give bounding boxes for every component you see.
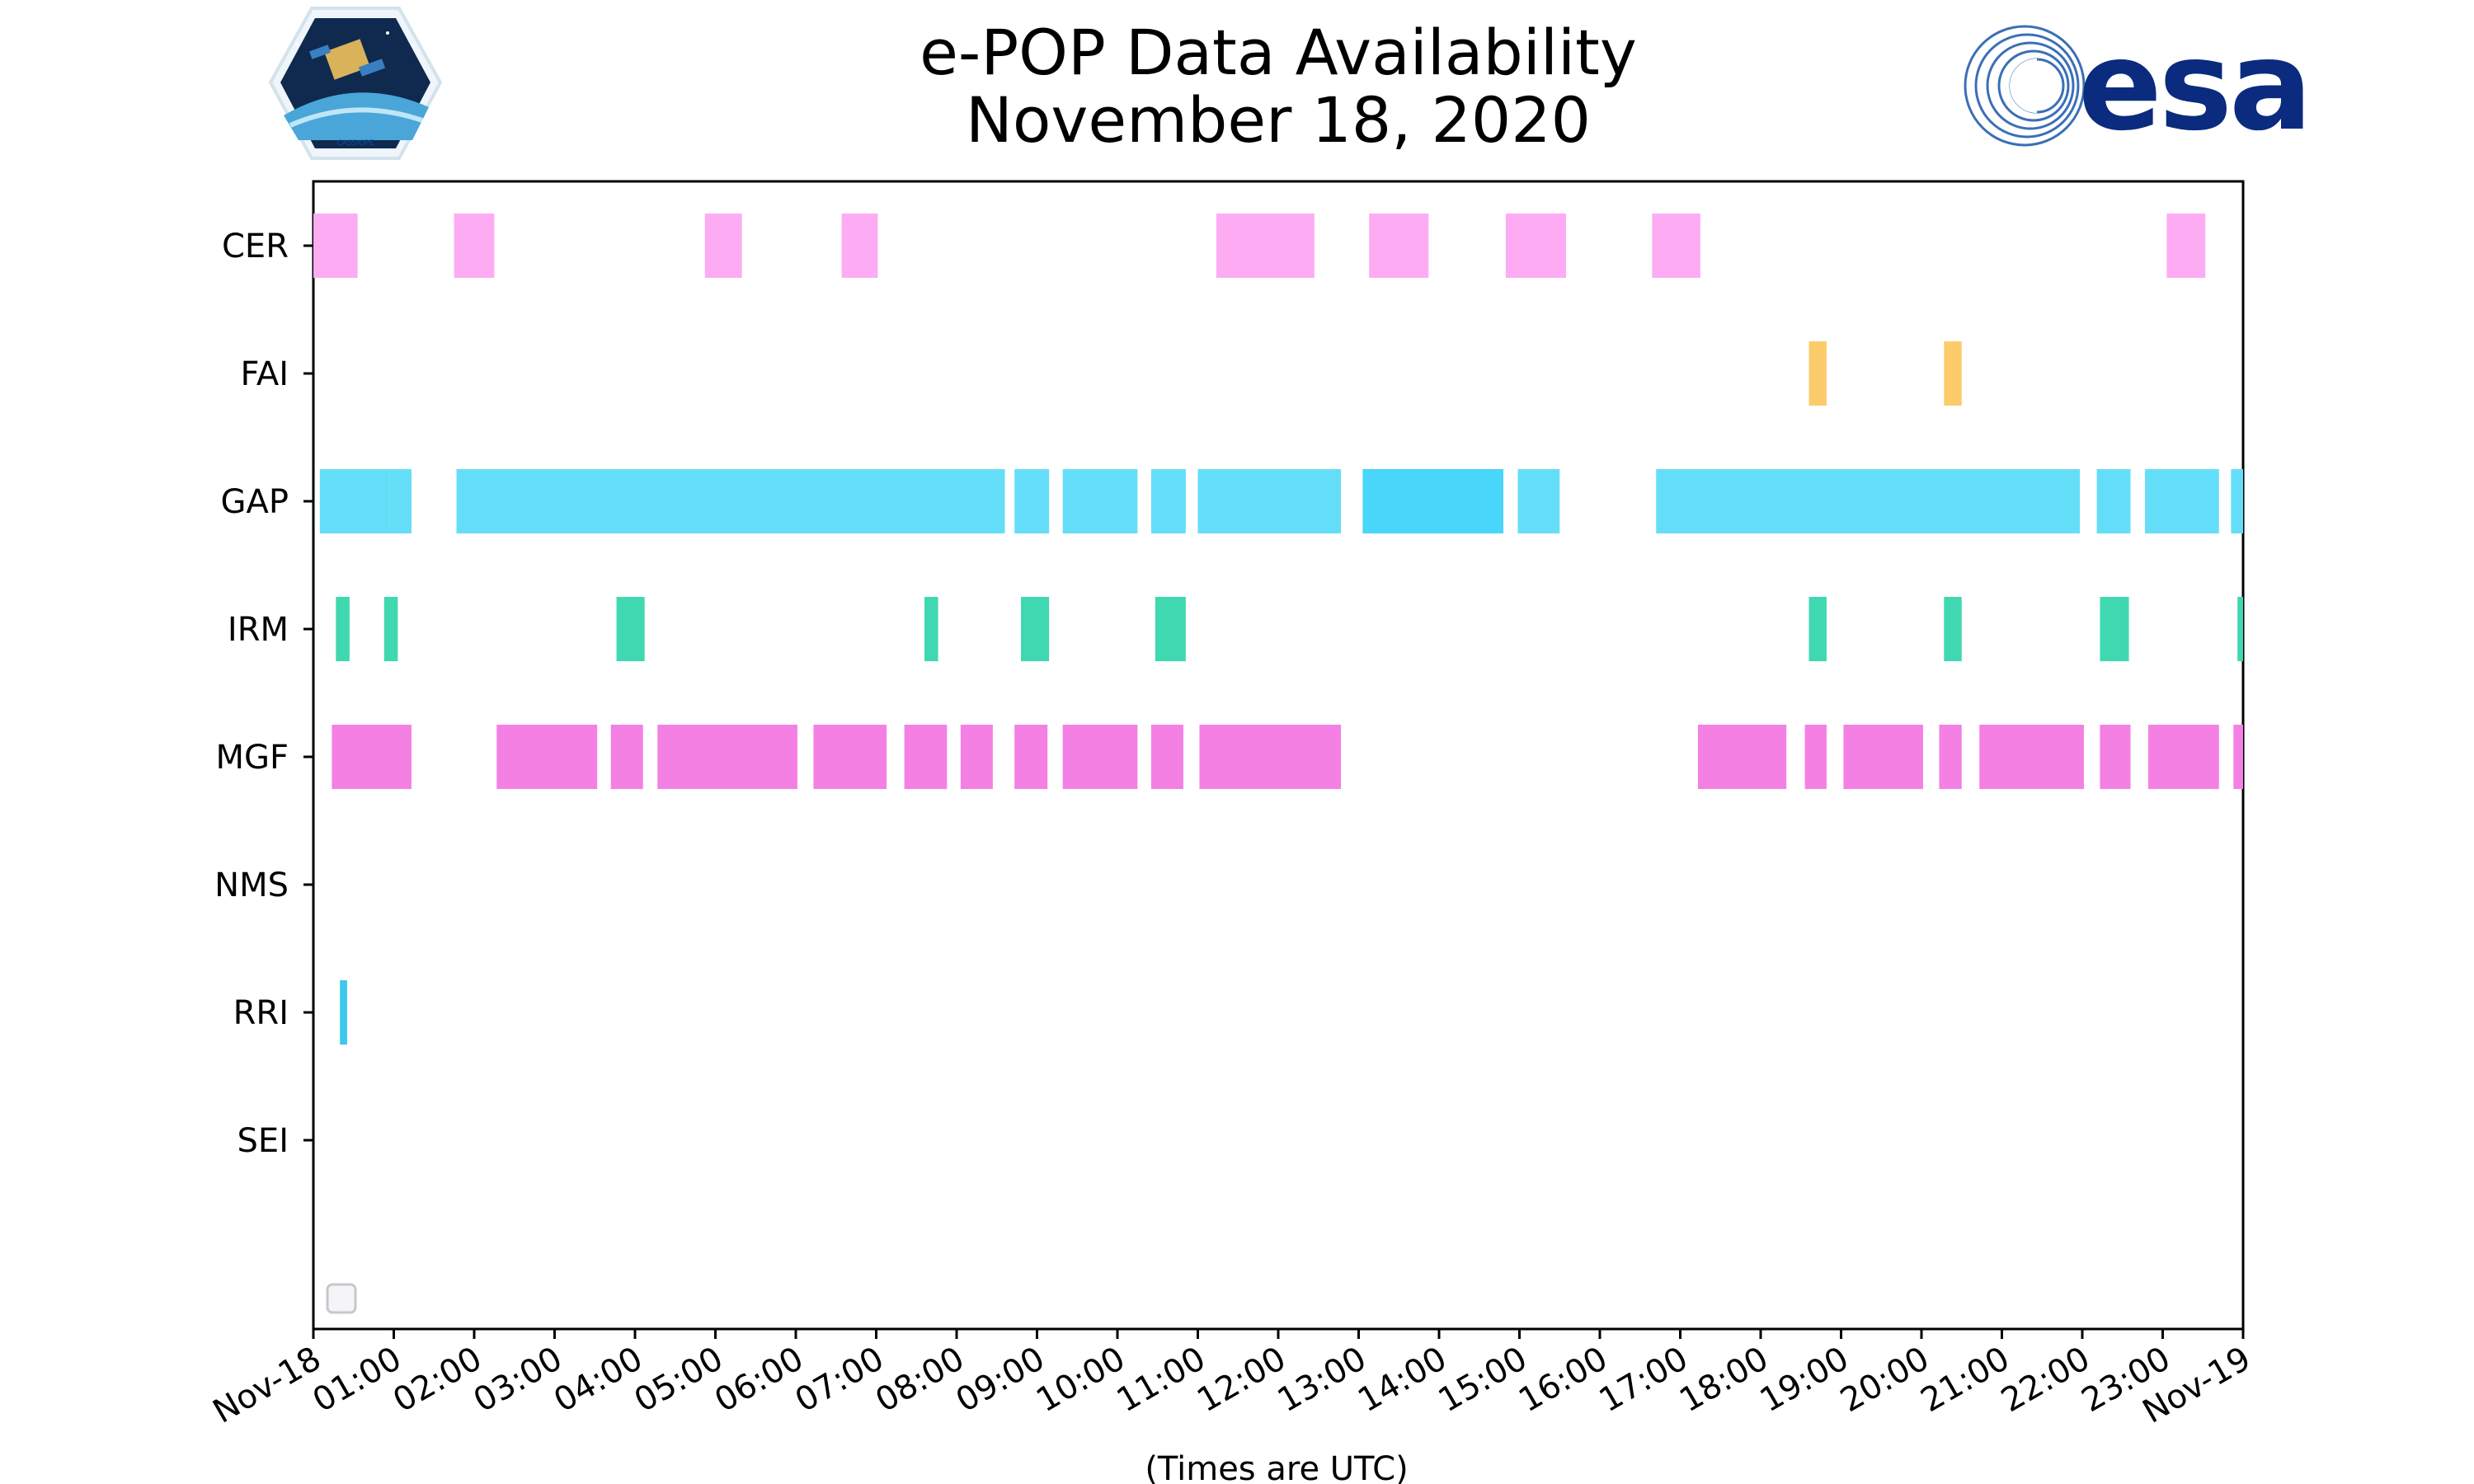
x-tick-label-12: 12:00 [1191,1340,1292,1420]
y-tick-label-fai: FAI [241,355,289,393]
x-tick-label-4: 04:00 [548,1340,649,1420]
bar-gap-11 [2145,469,2219,533]
bar-gap-6 [1197,469,1342,533]
bar-mgf-9 [1150,725,1183,789]
bar-gap-8 [1517,469,1560,533]
bar-gap-4 [1062,469,1138,533]
bar-gap-5 [1150,469,1186,533]
bar-mgf-8 [1062,725,1138,789]
legend-box [326,1283,357,1314]
bar-gap-3 [1014,469,1050,533]
bar-irm-1 [383,597,398,661]
x-tick-label-5: 05:00 [628,1340,730,1420]
bar-gap-10 [2096,469,2131,533]
satellite-icon [309,39,386,80]
esa-swirl-icon [1964,25,2086,147]
bar-mgf-18 [2233,725,2243,789]
x-tick-label-20: 20:00 [1834,1340,1935,1420]
bar-fai-1 [1944,341,1962,406]
bar-mgf-12 [1804,725,1827,789]
bar-mgf-14 [1939,725,1962,789]
x-tick-label-13: 13:00 [1272,1340,1373,1420]
y-tick-label-cer: CER [222,228,289,265]
x-tick-label-14: 14:00 [1352,1340,1453,1420]
x-tick-label-11: 11:00 [1111,1340,1212,1420]
x-tick-label-15: 15:00 [1432,1340,1534,1420]
bar-mgf-4 [813,725,887,789]
bar-mgf-5 [904,725,948,789]
x-tick-label-3: 03:00 [468,1340,569,1420]
x-tick-label-1: 01:00 [307,1340,408,1420]
bar-cer-2 [704,214,742,278]
y-tick-label-mgf: MGF [215,739,289,777]
bar-mgf-3 [657,725,797,789]
esa-logo-text: esa [2078,15,2309,158]
x-axis-label: (Times are UTC) [1145,1450,1408,1484]
x-tick-label-22: 22:00 [1995,1340,2096,1420]
chart-title-line1: e-POP Data Availability [920,16,1637,89]
x-tick-label-18: 18:00 [1673,1340,1775,1420]
bar-cer-5 [1369,214,1429,278]
bar-mgf-6 [960,725,993,789]
bar-mgf-7 [1014,725,1048,789]
x-tick-label-6: 06:00 [708,1340,810,1420]
bar-cer-8 [2166,214,2206,278]
cassiope-logo: CASSIOPE [268,7,443,160]
y-axis: CER FAI GAP IRM MGF NMS RRI SEI [214,228,313,1160]
bar-mgf-13 [1843,725,1923,789]
bar-cer-0 [313,214,358,278]
y-tick-label-nms: NMS [214,866,289,904]
bar-irm-9 [2237,597,2243,661]
bars-layer [313,214,2243,1045]
bar-irm-8 [2100,597,2129,661]
bar-mgf-15 [1979,725,2084,789]
bar-gap-7 [1362,469,1503,533]
bar-irm-6 [1808,597,1827,661]
bar-irm-0 [336,597,350,661]
bar-cer-7 [1652,214,1700,278]
x-tick-label-17: 17:00 [1593,1340,1695,1420]
x-tick-label-8: 08:00 [869,1340,971,1420]
chart-title-line2: November 18, 2020 [966,83,1591,157]
bar-mgf-2 [610,725,643,789]
bar-gap-9 [1656,469,2081,533]
bar-gap-2 [456,469,1005,533]
esa-logo: esa [1964,15,2312,158]
x-tick-label-7: 07:00 [789,1340,891,1420]
x-tick-label-19: 19:00 [1754,1340,1856,1420]
bar-irm-7 [1944,597,1962,661]
bar-fai-0 [1808,341,1827,406]
bar-gap-12 [2231,469,2243,533]
y-tick-label-irm: IRM [228,611,289,649]
bar-irm-5 [1155,597,1186,661]
bar-cer-4 [1216,214,1315,278]
bar-cer-6 [1505,214,1567,278]
y-tick-label-rri: RRI [233,994,289,1032]
bar-irm-2 [616,597,645,661]
bar-cer-1 [454,214,495,278]
x-tick-label-10: 10:00 [1030,1340,1131,1420]
bar-mgf-17 [2147,725,2219,789]
bar-mgf-16 [2100,725,2131,789]
y-tick-label-gap: GAP [221,483,289,521]
bar-gap-1 [389,469,412,533]
x-tick-label-16: 16:00 [1512,1340,1614,1420]
cassiope-logo-text: CASSIOPE [337,139,374,148]
x-axis: Nov-1801:0002:0003:0004:0005:0006:0007:0… [207,1329,2257,1431]
bar-irm-4 [1021,597,1050,661]
bar-irm-3 [924,597,938,661]
x-tick-label-21: 21:00 [1915,1340,2016,1420]
bar-mgf-10 [1199,725,1342,789]
bar-mgf-0 [332,725,412,789]
x-tick-label-2: 02:00 [387,1340,488,1420]
bar-mgf-1 [496,725,598,789]
y-tick-label-sei: SEI [238,1122,289,1160]
x-tick-label-9: 09:00 [950,1340,1051,1420]
bar-mgf-11 [1697,725,1787,789]
bar-cer-3 [841,214,878,278]
bar-gap-0 [319,469,390,533]
bar-rri-0 [340,980,347,1045]
